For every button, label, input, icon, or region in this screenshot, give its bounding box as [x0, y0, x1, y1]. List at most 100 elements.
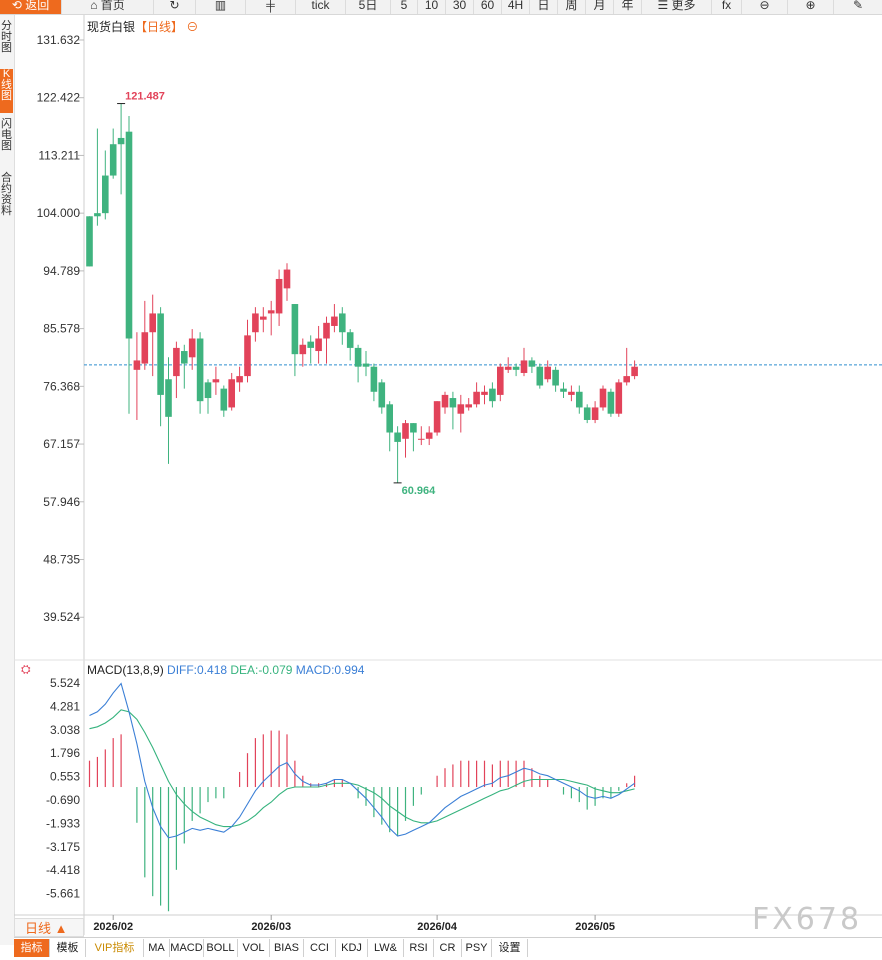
date-tick-label: 2026/05: [575, 921, 615, 933]
period-selector[interactable]: 日线 ▲: [14, 918, 84, 937]
collapse-circle-icon[interactable]: ⊖: [183, 20, 198, 34]
date-tick-label: 2026/02: [93, 921, 133, 933]
candle-body: [623, 376, 630, 383]
candle-body: [220, 388, 228, 411]
candle-body: [552, 369, 559, 386]
macd-tick-label: -4.418: [46, 863, 80, 877]
pencil-icon: ✎: [852, 0, 864, 12]
candle-body: [520, 360, 528, 373]
candle-body: [212, 379, 220, 383]
candle-body: [252, 313, 259, 333]
macd-tick-label: -5.661: [46, 887, 80, 901]
period-button-6[interactable]: 4H: [502, 0, 530, 14]
back-icon: ⟲: [11, 0, 22, 12]
indicator-tab-1[interactable]: 模板: [50, 939, 86, 957]
macd-tick-label: -0.690: [46, 793, 80, 807]
candle-body: [504, 366, 512, 370]
candle-body: [410, 423, 417, 433]
candle-body: [433, 401, 441, 433]
indicator-fx-button[interactable]: fx: [712, 0, 742, 14]
candle-body: [315, 338, 322, 352]
sidebar-tab-1[interactable]: K线图: [0, 69, 13, 113]
indicator-tab-3[interactable]: MA: [144, 939, 170, 957]
sidebar-tab-2[interactable]: 闪电图: [1, 118, 12, 152]
candle-body: [465, 404, 472, 408]
period-button-8[interactable]: 周: [558, 0, 586, 14]
price-tick-label: 104.000: [37, 206, 81, 220]
period-button-5[interactable]: 60: [474, 0, 502, 14]
period-button-0[interactable]: tick: [296, 0, 346, 14]
back-button[interactable]: ⟲ 返回: [0, 0, 62, 14]
period-button-2[interactable]: 5: [391, 0, 418, 14]
indicator-tab-5[interactable]: BOLL: [204, 939, 238, 957]
candle-body: [418, 438, 425, 440]
period-button-3[interactable]: 10: [418, 0, 446, 14]
candle-body: [323, 322, 330, 339]
indicator-tab-7[interactable]: BIAS: [270, 939, 304, 957]
candle-body: [544, 366, 551, 380]
candle-body: [260, 316, 267, 320]
candle-body: [339, 313, 346, 333]
indicator-tab-0[interactable]: 指标: [14, 939, 50, 957]
indicator-tab-2[interactable]: VIP指标: [86, 939, 144, 957]
price-tick-label: 85.578: [43, 322, 80, 336]
candle-body: [362, 363, 370, 367]
macd-header: MACD(13,8,9) DIFF:0.418 DEA:-0.079 MACD:…: [87, 663, 365, 677]
refresh-button[interactable]: ↻: [154, 0, 196, 14]
indicator-tab-8[interactable]: CCI: [304, 939, 336, 957]
candle-body: [236, 376, 243, 383]
period-button-11[interactable]: ☰ 更多: [642, 0, 712, 14]
candle-body: [441, 394, 449, 408]
indicator-tab-13[interactable]: PSY: [462, 939, 492, 957]
candle-body: [386, 404, 393, 433]
candle-body: [473, 391, 480, 405]
macd-tick-label: 5.524: [50, 676, 80, 690]
settings-gear-icon: ⛭: [21, 662, 31, 676]
bar-chart-icon: ▥: [214, 0, 227, 12]
candle-body: [378, 382, 386, 408]
candle-body: [157, 313, 164, 395]
indicator-tab-12[interactable]: CR: [434, 939, 462, 957]
macd-tick-label: -3.175: [46, 840, 80, 854]
fx-icon: fx: [721, 0, 732, 12]
indicator-tab-6[interactable]: VOL: [238, 939, 270, 957]
zoom-in-icon: ⊕: [805, 0, 816, 12]
candle-body: [125, 131, 133, 339]
period-button-10[interactable]: 年: [614, 0, 642, 14]
candle-body: [576, 391, 583, 408]
chart-type-button[interactable]: ▥: [196, 0, 246, 14]
macd-tick-label: -1.933: [46, 816, 80, 830]
price-tick-label: 57.946: [43, 495, 80, 509]
candle-body: [481, 391, 488, 395]
price-tick-label: 39.524: [43, 610, 80, 624]
price-tick-label: 76.368: [43, 379, 80, 393]
candle-body: [568, 391, 575, 395]
candle-body: [449, 398, 457, 408]
sidebar-tab-3[interactable]: 合约资料: [1, 172, 12, 217]
instrument-title: 现货白银【日线】 ⊖: [87, 19, 198, 34]
candle-body: [591, 407, 599, 420]
zoom-in-button[interactable]: ⊕: [788, 0, 834, 14]
candle-body: [307, 341, 314, 348]
candle-body: [457, 404, 465, 414]
candle-body: [346, 332, 354, 348]
candle-body: [133, 360, 141, 370]
home-button[interactable]: ⌂ 首页: [62, 0, 154, 14]
candle-body: [196, 338, 204, 402]
draw-tool-button[interactable]: ✎: [834, 0, 882, 14]
period-button-1[interactable]: 5日: [346, 0, 391, 14]
indicator-tab-11[interactable]: RSI: [404, 939, 434, 957]
indicator-tab-4[interactable]: MACD: [170, 939, 204, 957]
top-toolbar: ⟲ 返回 ⌂ 首页 ↻ ▥ ╪ fx ⊖ ⊕ ✎ tick 5日 5 10 30 60 4H…: [0, 0, 882, 15]
indicator-tab-9[interactable]: KDJ: [336, 939, 368, 957]
extreme-label: 60.964: [402, 485, 437, 497]
period-button-4[interactable]: 30: [446, 0, 474, 14]
period-button-9[interactable]: 月: [586, 0, 614, 14]
sidebar-tab-0[interactable]: 分时图: [1, 20, 12, 54]
indicator-tab-10[interactable]: LW&: [368, 939, 404, 957]
zoom-out-button[interactable]: ⊖: [742, 0, 788, 14]
indicator-tab-14[interactable]: 设置: [492, 939, 528, 957]
candle-type-button[interactable]: ╪: [246, 0, 296, 14]
period-button-7[interactable]: 日: [530, 0, 558, 14]
